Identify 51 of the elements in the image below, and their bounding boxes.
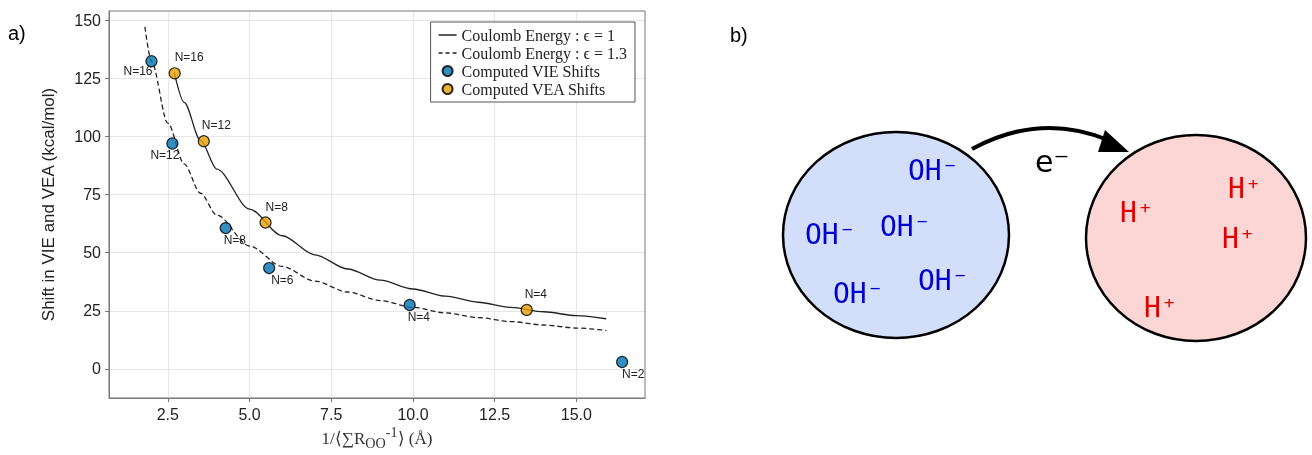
point bbox=[403, 298, 416, 312]
text: a) bbox=[8, 22, 26, 45]
text: e⁻ bbox=[1035, 144, 1070, 179]
x-tick-label: 7.5 bbox=[320, 405, 343, 423]
annotation: N=16 bbox=[174, 50, 205, 65]
point bbox=[168, 67, 181, 80]
text: OH⁻ bbox=[908, 154, 959, 187]
x-tick-label: 15.0 bbox=[560, 405, 593, 423]
text: H⁺ bbox=[1228, 172, 1262, 205]
x-axis-title: 1/⟨∑R$_{OO}$$^{-1}$⟩ (Å) bbox=[320, 424, 434, 453]
y-tick-label: 50 bbox=[83, 244, 102, 262]
annotation: N=12 bbox=[201, 118, 232, 133]
legend-label: Coulomb Energy : ϵ = 1.3 bbox=[461, 44, 627, 63]
annotation: N=12 bbox=[150, 148, 180, 163]
annotation: N=4 bbox=[407, 310, 431, 325]
text: b) bbox=[730, 24, 748, 46]
annotation: N=2 bbox=[622, 366, 645, 381]
x-tick-label: 2.5 bbox=[156, 405, 180, 423]
y-axis-title: Shift in VIE and VEA (kcal/mol) bbox=[39, 87, 58, 322]
annotation: N=16 bbox=[123, 64, 153, 79]
point bbox=[219, 221, 232, 235]
annotation: N=6 bbox=[271, 273, 294, 288]
x-tick-label: 12.5 bbox=[479, 405, 511, 423]
annotation: N=8 bbox=[223, 233, 247, 248]
y-tick-label: 75 bbox=[83, 186, 102, 204]
y-tick-label: 100 bbox=[74, 128, 102, 146]
legend-label: Coulomb Energy : ϵ = 1 bbox=[461, 26, 615, 45]
annotation: N=4 bbox=[524, 286, 548, 301]
y-tick-label: 0 bbox=[92, 360, 102, 378]
point bbox=[197, 135, 210, 148]
text: H⁺ bbox=[1120, 196, 1154, 229]
y-tick-label: 125 bbox=[74, 69, 102, 87]
point bbox=[145, 55, 158, 68]
text: OH⁻ bbox=[918, 264, 969, 297]
point bbox=[263, 261, 276, 275]
legend-label: Computed VEA Shifts bbox=[461, 80, 606, 99]
point bbox=[520, 303, 533, 317]
text: OH⁻ bbox=[805, 218, 856, 251]
y-tick-label: 150 bbox=[74, 11, 102, 29]
text: H⁺ bbox=[1222, 222, 1256, 255]
x-tick-label: 10.0 bbox=[397, 405, 429, 423]
text: H⁺ bbox=[1144, 291, 1178, 324]
point bbox=[616, 355, 629, 369]
x-tick-label: 5.0 bbox=[238, 405, 261, 423]
text: OH⁻ bbox=[833, 277, 884, 310]
y-tick-label: 25 bbox=[83, 302, 102, 320]
point bbox=[259, 216, 272, 229]
legend-label: Computed VIE Shifts bbox=[461, 62, 600, 81]
point bbox=[166, 137, 179, 150]
annotation: N=8 bbox=[265, 199, 289, 214]
text: OH⁻ bbox=[880, 210, 931, 243]
